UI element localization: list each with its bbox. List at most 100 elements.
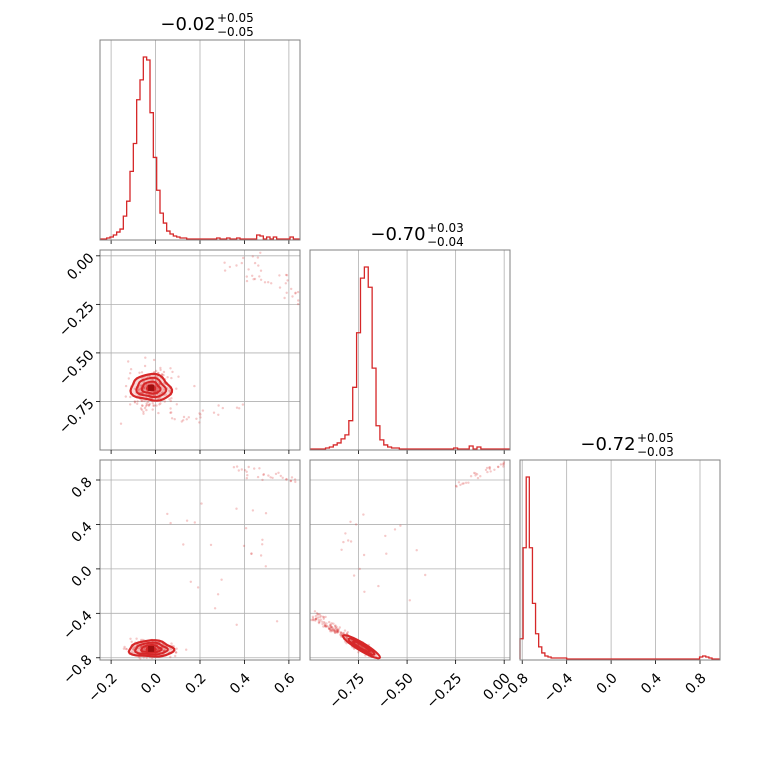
scatter-point [250, 552, 253, 556]
x-tick-label: 0.0 [594, 670, 621, 697]
scatter-point [362, 513, 365, 516]
scatter-point [163, 400, 166, 403]
scatter-point [329, 623, 332, 627]
scatter-point [136, 400, 139, 403]
scatter-point [475, 473, 479, 476]
scatter-point [158, 403, 161, 406]
scatter-point [275, 620, 279, 623]
scatter-point [251, 274, 254, 277]
scatter-point [209, 543, 213, 547]
scatter-point [311, 617, 315, 620]
scatter-point [259, 554, 263, 557]
scatter-point [221, 406, 224, 410]
scatter-point [281, 476, 284, 479]
panel-title-upper: +0.03 [427, 221, 464, 235]
scatter-point [328, 620, 331, 624]
scatter-point [331, 629, 334, 632]
scatter-point [485, 466, 489, 470]
scatter-point [484, 468, 488, 472]
scatter-point [334, 626, 337, 629]
scatter-point [185, 519, 189, 522]
scatter-point [175, 387, 178, 390]
scatter-point [174, 654, 177, 658]
scatter-point [312, 618, 315, 621]
scatter-point [154, 390, 157, 393]
scatter-point [294, 480, 297, 484]
scatter-point [333, 624, 337, 628]
scatter-point [247, 268, 250, 271]
scatter-point [251, 509, 255, 512]
scatter-point [129, 403, 132, 406]
scatter-point [327, 627, 331, 630]
scatter-point [129, 395, 132, 399]
scatter-point [159, 402, 162, 405]
scatter-point [323, 624, 327, 628]
scatter-point [213, 607, 217, 610]
scatter-point [347, 539, 350, 542]
scatter-point [464, 481, 468, 484]
scatter-point [271, 476, 274, 480]
scatter-point [217, 413, 220, 416]
scatter-point [476, 476, 480, 480]
scatter-point [259, 278, 263, 281]
scatter-point [182, 419, 185, 422]
scatter-point [144, 405, 148, 408]
scatter-point [193, 521, 196, 524]
scatter-point [323, 621, 326, 624]
scatter-point [344, 532, 347, 535]
scatter-point [129, 372, 132, 375]
scatter-point [336, 631, 340, 634]
scatter-point [216, 593, 220, 596]
scatter-point [139, 384, 142, 387]
panel-title-lower: −0.04 [427, 235, 464, 249]
scatter-point [261, 538, 264, 541]
scatter-point [499, 463, 503, 466]
scatter-point [317, 620, 320, 624]
scatter-point [497, 465, 500, 469]
scatter-point [296, 302, 300, 306]
scatter-point [235, 507, 238, 510]
scatter-point [223, 269, 227, 272]
scatter-point [169, 407, 172, 410]
scatter-point [318, 620, 321, 623]
scatter-point [474, 474, 477, 477]
scatter-point [493, 468, 496, 471]
scatter-point [289, 479, 292, 483]
scatter-point [335, 625, 338, 629]
scatter-point [320, 615, 323, 618]
scatter-point [296, 290, 300, 294]
scatter-point [335, 629, 339, 632]
scatter-point [147, 404, 151, 407]
scatter-point [315, 617, 318, 620]
scatter-point [314, 614, 317, 618]
scatter-point [489, 470, 492, 473]
scatter-point [198, 412, 201, 415]
scatter-point [337, 629, 340, 633]
scatter-point [144, 356, 147, 359]
scatter-point [142, 656, 145, 659]
scatter-point [311, 619, 315, 622]
scatter-point [294, 291, 297, 294]
scatter-point [175, 651, 178, 654]
scatter-point [330, 622, 333, 625]
scatter-point [328, 627, 331, 631]
scatter-point [284, 273, 288, 277]
scatter-point [237, 469, 240, 472]
scatter-point [169, 521, 172, 525]
scatter-point [243, 469, 247, 472]
y-tick-label: 0.0 [69, 563, 96, 590]
x-tick-label: 0.2 [183, 670, 210, 697]
scatter-point [235, 264, 238, 267]
scatter-point [245, 470, 248, 473]
scatter-point [314, 617, 318, 621]
scatter-point [145, 402, 148, 405]
scatter-point [340, 633, 343, 636]
scatter-point [363, 590, 366, 593]
scatter-point [502, 463, 505, 466]
scatter-point [415, 549, 418, 552]
scatter-point [461, 482, 464, 485]
scatter-point [168, 389, 171, 392]
hist-panel-frame [309, 249, 511, 451]
hist-panel-frame [99, 39, 301, 241]
